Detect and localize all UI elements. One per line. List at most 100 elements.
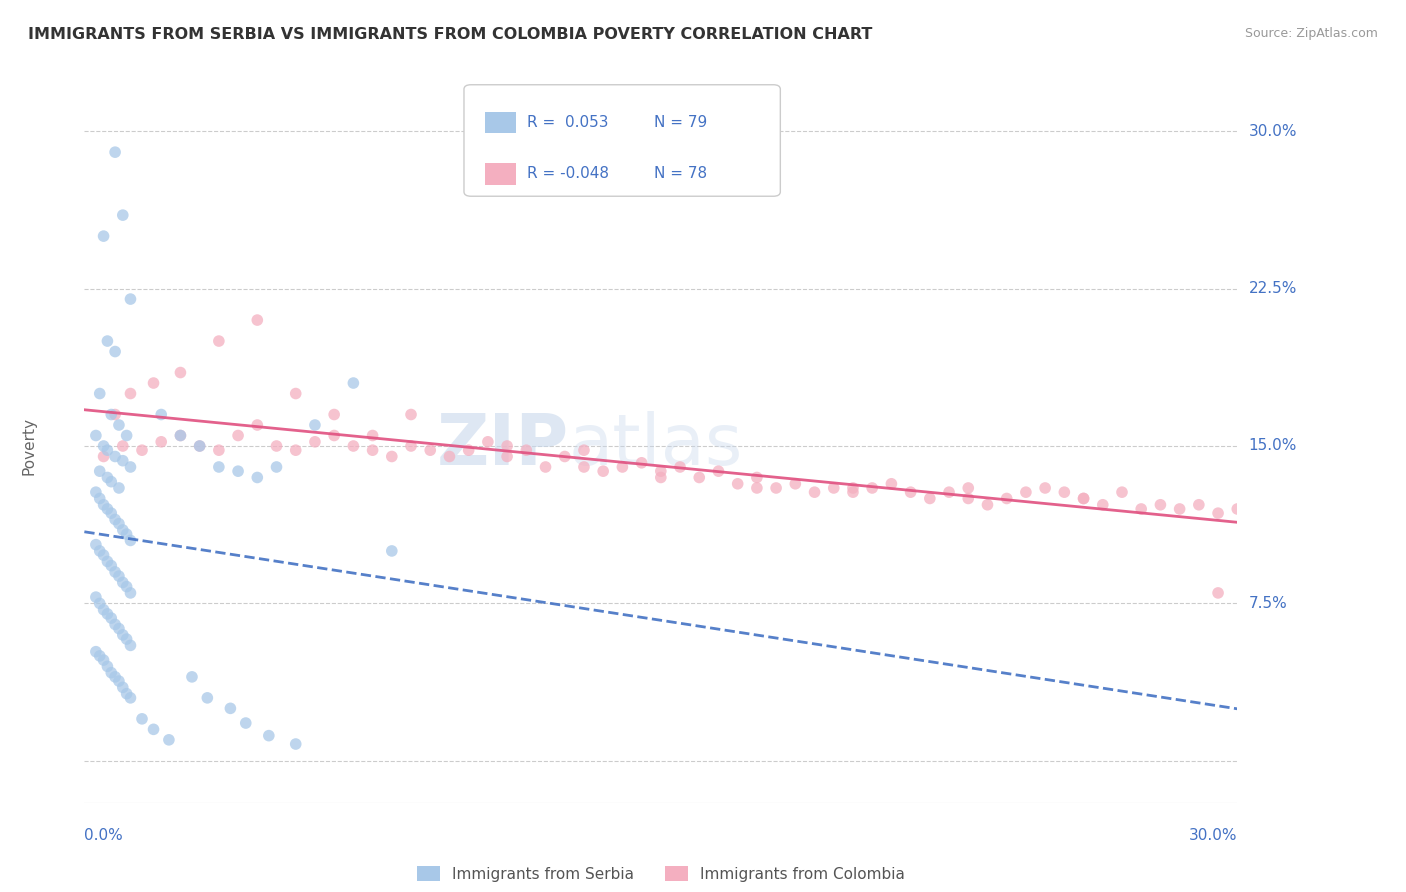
Point — [208, 460, 231, 475]
Point — [304, 417, 326, 432]
Point — [399, 408, 422, 422]
Point — [496, 439, 519, 453]
Point — [1073, 491, 1095, 506]
Point — [938, 485, 960, 500]
Point — [93, 439, 115, 453]
Point — [84, 485, 107, 500]
Point — [100, 408, 122, 422]
Point — [84, 645, 107, 659]
Point — [84, 428, 107, 442]
Point — [361, 443, 384, 458]
Point — [115, 428, 138, 442]
Point — [104, 512, 127, 526]
Point — [1206, 506, 1229, 520]
Point — [96, 443, 118, 458]
Point — [399, 439, 422, 453]
Point — [419, 443, 441, 458]
Point — [1226, 502, 1249, 516]
Point — [120, 460, 142, 475]
Point — [84, 590, 107, 604]
Point — [1188, 498, 1211, 512]
Point — [266, 460, 288, 475]
Point — [115, 527, 138, 541]
Point — [104, 145, 127, 160]
Point — [1015, 485, 1038, 500]
Point — [1206, 586, 1229, 600]
Text: N = 78: N = 78 — [654, 166, 707, 181]
Point — [96, 502, 118, 516]
Point — [496, 450, 519, 464]
Point — [120, 533, 142, 548]
Point — [108, 569, 131, 583]
Point — [104, 408, 127, 422]
Point — [918, 491, 941, 506]
Point — [104, 565, 127, 579]
Point — [115, 580, 138, 594]
Point — [900, 485, 922, 500]
Point — [361, 428, 384, 442]
Text: N = 79: N = 79 — [654, 115, 707, 130]
Point — [880, 476, 903, 491]
Point — [120, 639, 142, 653]
Point — [120, 690, 142, 705]
Point — [104, 344, 127, 359]
Point — [108, 417, 131, 432]
Point — [284, 386, 307, 401]
Point — [93, 603, 115, 617]
Point — [89, 464, 111, 478]
Point — [108, 622, 131, 636]
Point — [111, 628, 134, 642]
Point — [104, 450, 127, 464]
Point — [284, 443, 307, 458]
Point — [208, 334, 231, 348]
Text: Poverty: Poverty — [21, 417, 37, 475]
Point — [115, 687, 138, 701]
Text: IMMIGRANTS FROM SERBIA VS IMMIGRANTS FROM COLOMBIA POVERTY CORRELATION CHART: IMMIGRANTS FROM SERBIA VS IMMIGRANTS FRO… — [28, 27, 873, 42]
Point — [381, 450, 404, 464]
Point — [120, 586, 142, 600]
Point — [745, 470, 768, 484]
Point — [111, 453, 134, 467]
Point — [457, 443, 479, 458]
Point — [111, 681, 134, 695]
Point — [860, 481, 883, 495]
Point — [235, 716, 257, 731]
Point — [572, 460, 595, 475]
Point — [150, 434, 173, 449]
Point — [108, 674, 131, 689]
Point — [89, 386, 111, 401]
Point — [89, 544, 111, 558]
Point — [1053, 485, 1076, 500]
Point — [100, 665, 122, 680]
Text: R = -0.048: R = -0.048 — [527, 166, 609, 181]
Point — [120, 386, 142, 401]
Point — [381, 544, 404, 558]
Point — [111, 439, 134, 453]
Point — [188, 439, 211, 453]
Point — [96, 470, 118, 484]
Point — [157, 732, 180, 747]
Point — [131, 712, 153, 726]
Point — [89, 596, 111, 610]
Point — [669, 460, 692, 475]
Point — [1168, 502, 1191, 516]
Point — [195, 690, 218, 705]
Point — [246, 470, 269, 484]
Point — [93, 653, 115, 667]
Point — [93, 229, 115, 244]
Point — [100, 506, 122, 520]
Text: 15.0%: 15.0% — [1249, 439, 1296, 453]
Point — [108, 516, 131, 531]
Point — [108, 481, 131, 495]
Point — [439, 450, 461, 464]
Point — [111, 208, 134, 222]
Text: 30.0%: 30.0% — [1189, 828, 1237, 843]
Point — [96, 607, 118, 621]
Point — [304, 434, 326, 449]
Point — [957, 491, 980, 506]
Text: 0.0%: 0.0% — [84, 828, 124, 843]
Point — [823, 481, 845, 495]
Point — [1111, 485, 1133, 500]
Point — [246, 417, 269, 432]
Point — [93, 498, 115, 512]
